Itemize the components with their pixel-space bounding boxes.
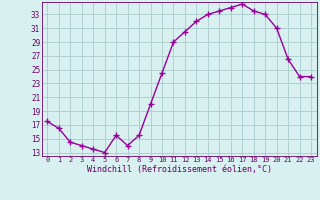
- X-axis label: Windchill (Refroidissement éolien,°C): Windchill (Refroidissement éolien,°C): [87, 165, 272, 174]
